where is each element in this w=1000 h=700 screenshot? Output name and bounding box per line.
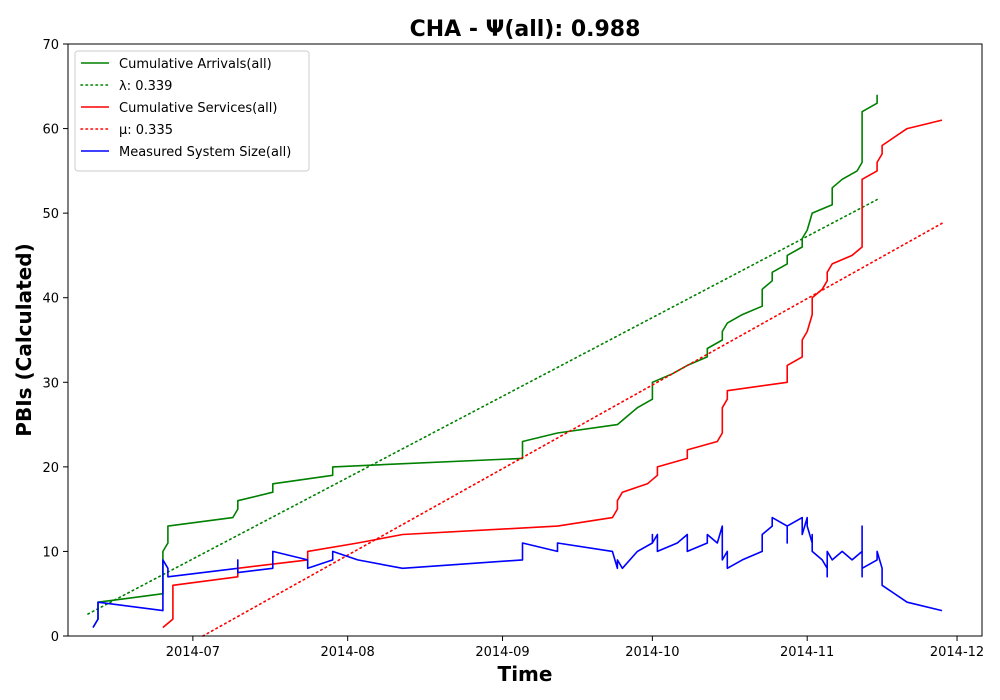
legend-box bbox=[74, 50, 310, 172]
series-line-4 bbox=[92, 516, 943, 628]
y-tick-label: 70 bbox=[42, 38, 59, 53]
series-line-1 bbox=[87, 198, 878, 615]
chart-title: CHA - Ψ(all): 0.988 bbox=[410, 17, 641, 42]
x-axis-title: Time bbox=[498, 662, 553, 686]
x-tick-label: 2014-09 bbox=[475, 645, 529, 660]
x-tick-label: 2014-07 bbox=[166, 645, 220, 660]
x-tick-label: 2014-08 bbox=[321, 645, 375, 660]
y-tick-label: 60 bbox=[42, 123, 59, 138]
y-tick-label: 20 bbox=[42, 461, 59, 476]
legend: Cumulative Arrivals(all) λ: 0.339 Cumulati… bbox=[74, 50, 310, 172]
series-line-2 bbox=[162, 119, 943, 629]
x-tick-label: 2014-12 bbox=[930, 645, 984, 660]
legend-label: Cumulative Services(all) bbox=[119, 101, 277, 116]
y-tick-label: 10 bbox=[42, 545, 59, 560]
legend-label: μ: 0.335 bbox=[119, 123, 173, 138]
series-line-3 bbox=[202, 222, 943, 637]
y-axis: 0 10 20 30 40 50 60 70 bbox=[42, 38, 68, 645]
plot-frame bbox=[67, 43, 983, 637]
x-tick-label: 2014-10 bbox=[625, 645, 679, 660]
x-axis: 2014-07 2014-08 2014-09 2014-10 2014-11 2014-… bbox=[166, 636, 984, 660]
x-tick-label: 2014-11 bbox=[780, 645, 834, 660]
legend-label: Measured System Size(all) bbox=[119, 145, 291, 160]
y-tick-label: 0 bbox=[51, 630, 59, 645]
series-line-0 bbox=[92, 94, 878, 628]
legend-label: Cumulative Arrivals(all) bbox=[119, 57, 272, 72]
y-tick-label: 40 bbox=[42, 292, 59, 307]
legend-label: λ: 0.339 bbox=[119, 79, 172, 94]
y-tick-label: 50 bbox=[42, 207, 59, 222]
y-axis-title: PBIs (Calculated) bbox=[12, 243, 36, 436]
y-tick-label: 30 bbox=[42, 376, 59, 391]
series-layer bbox=[87, 94, 943, 637]
